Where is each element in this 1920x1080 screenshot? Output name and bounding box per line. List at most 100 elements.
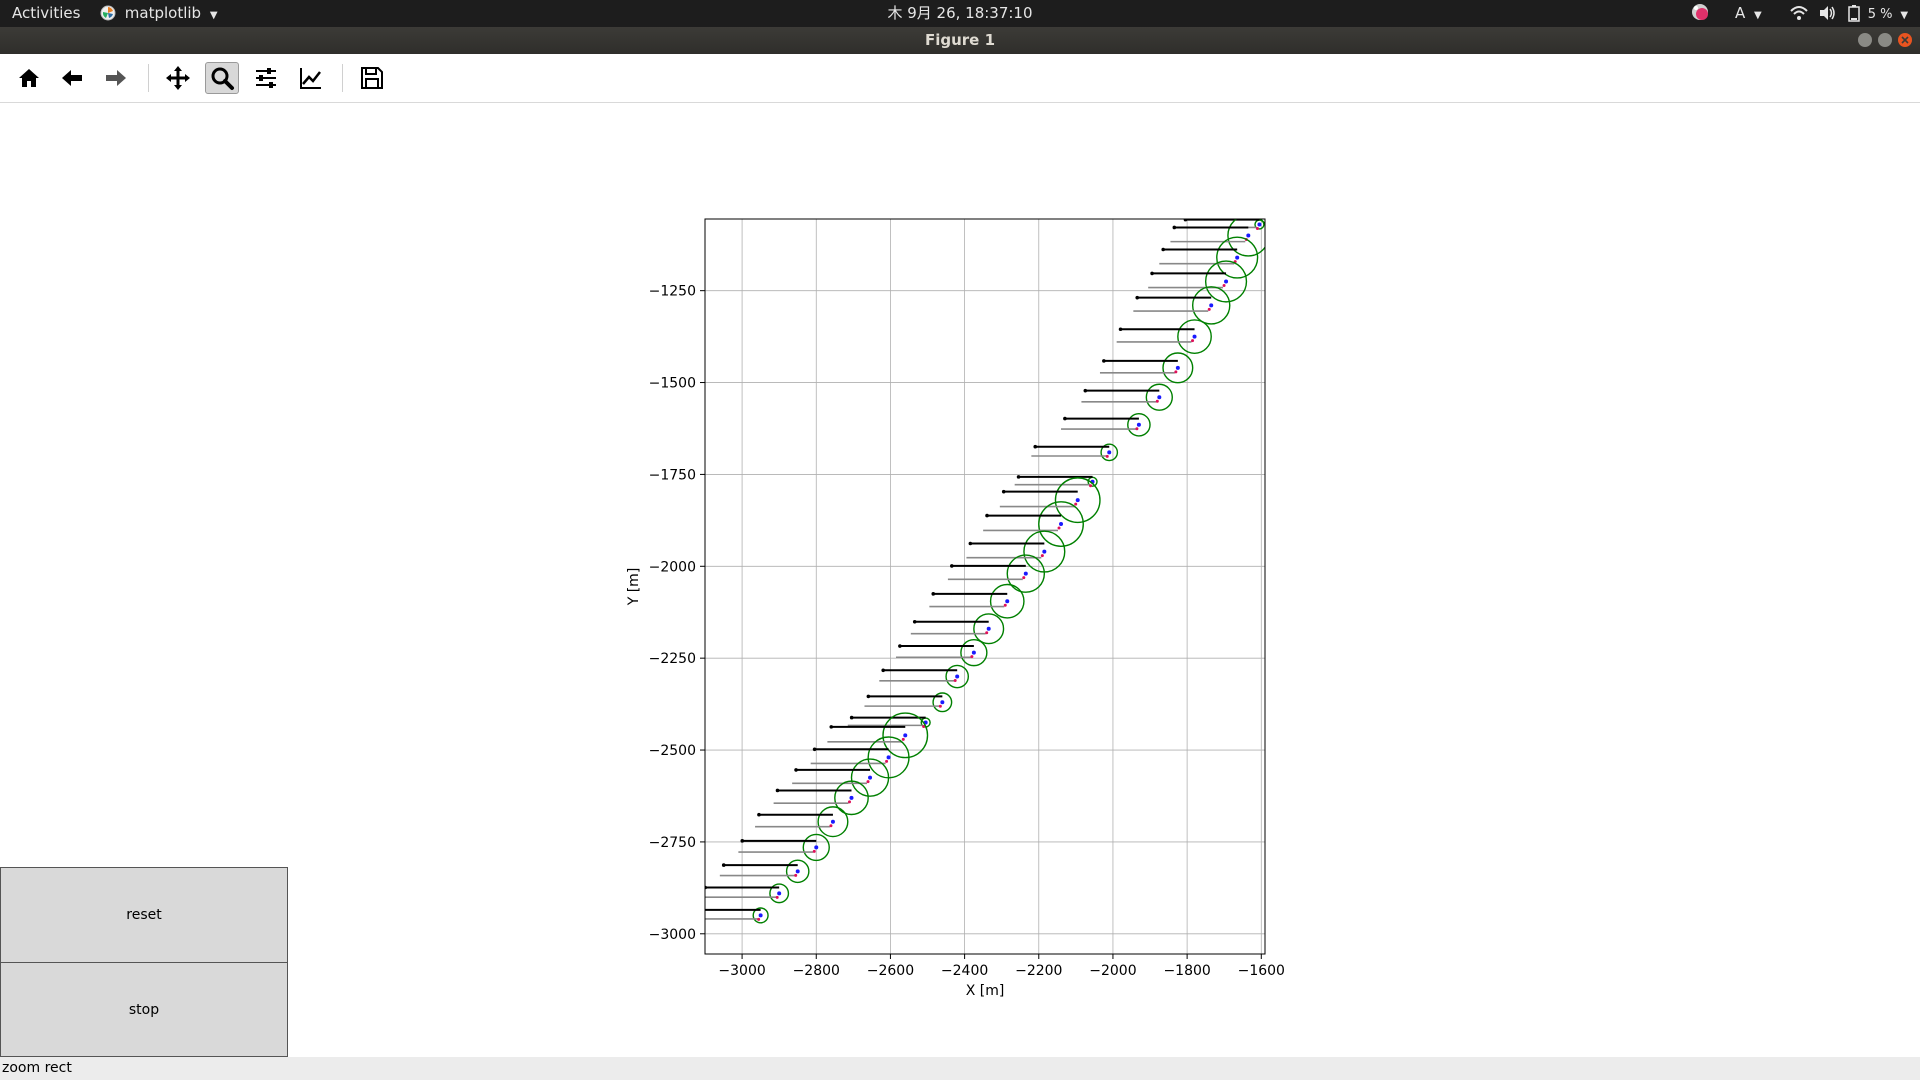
vehicle-point (1246, 233, 1251, 238)
range-circle (1227, 219, 1265, 257)
vehicle-point-secondary (1089, 484, 1093, 488)
vehicle-point-secondary (1135, 427, 1139, 431)
vehicle-point (903, 733, 908, 738)
save-button[interactable] (355, 62, 389, 94)
y-tick-label: −1250 (649, 284, 696, 300)
volume-icon[interactable] (1818, 0, 1836, 27)
vehicle-marker (1031, 443, 1119, 462)
vehicle-marker (1099, 352, 1194, 384)
vehicle-marker (705, 907, 769, 924)
keyboard-indicator[interactable]: A ▼ (1735, 0, 1762, 27)
forward-arrow-icon (106, 70, 126, 86)
vehicle-point (1136, 422, 1141, 427)
y-axis-ticks: −1250 −1500 −1750 −2000 −2250 −2500 −2750 −3000 (649, 284, 705, 943)
window-title-bar[interactable]: Figure 1 (0, 27, 1920, 54)
trajectory-start-point (829, 725, 834, 729)
trajectory-start-point (757, 812, 761, 817)
pan-move-icon (166, 66, 190, 90)
range-circle (1006, 554, 1046, 593)
trajectory-start-point (1135, 295, 1140, 300)
range-circle (817, 806, 849, 838)
maximize-icon[interactable] (1878, 33, 1892, 47)
trajectory-start-point (721, 863, 726, 867)
trajectory-start-point (1063, 416, 1067, 421)
toolbar-separator (342, 64, 343, 92)
vehicle-point-secondary (1255, 227, 1259, 231)
x-axis-label: X [m] (966, 983, 1005, 999)
vehicle-marker (1061, 412, 1151, 437)
vehicle-marker (879, 664, 970, 689)
trajectory-start-point (849, 715, 854, 720)
vehicle-point (1209, 303, 1214, 308)
chevron-down-icon: ▼ (1900, 10, 1909, 21)
y-tick-label: −2750 (649, 835, 696, 851)
range-circle (960, 638, 988, 667)
vehicle-point (955, 674, 960, 679)
vehicle-marker (1148, 260, 1248, 303)
range-circle (1162, 352, 1194, 384)
trajectory-start-point (931, 592, 936, 596)
close-icon[interactable] (1898, 33, 1912, 47)
trajectory-start-point (1150, 271, 1154, 276)
vehicle-point-secondary (901, 737, 905, 741)
vehicle-point (758, 913, 763, 918)
wifi-icon[interactable] (1790, 0, 1808, 27)
app-menu[interactable]: matplotlib ▼ (100, 0, 218, 27)
vehicle-marker (895, 638, 988, 667)
vehicle-point (1023, 571, 1028, 576)
vehicle-point-secondary (1022, 576, 1026, 580)
vehicle-marker (827, 712, 929, 759)
vehicle-point-secondary (1003, 603, 1007, 607)
vehicle-point-secondary (812, 849, 816, 853)
reset-button[interactable]: reset (0, 867, 288, 963)
vehicle-marker (738, 833, 830, 862)
vehicle-point (986, 626, 991, 631)
vehicle-point-secondary (938, 704, 942, 708)
trajectory-plot[interactable]: −3000 −2800 −2600 −2400 −2200 −2000 −1800 −1600… (0, 103, 1920, 1057)
activities-button[interactable]: Activities (12, 4, 81, 22)
vehicle-marker (929, 583, 1025, 619)
trajectory-start-point (812, 747, 817, 752)
vehicle-marker (719, 859, 810, 884)
trajectory-start-point (1102, 359, 1106, 363)
trajectory-start-point (866, 694, 871, 699)
vehicle-marker (1133, 286, 1231, 325)
reset-button-label: reset (126, 907, 162, 923)
x-tick-label: −1600 (1238, 963, 1285, 979)
x-tick-label: −2200 (1015, 963, 1062, 979)
subplots-button[interactable] (249, 62, 283, 94)
vehicle-marker (983, 501, 1084, 547)
vehicle-point-secondary (829, 824, 833, 828)
vehicle-marker (1014, 475, 1098, 488)
y-axis-label: Y [m] (626, 568, 642, 607)
minimize-icon[interactable] (1858, 33, 1872, 47)
x-tick-label: −2600 (867, 963, 914, 979)
axes-frame (704, 218, 1266, 955)
stop-button[interactable]: stop (0, 963, 288, 1057)
home-button[interactable] (12, 62, 46, 94)
y-tick-label: −1750 (649, 467, 696, 483)
home-icon (19, 69, 39, 87)
battery-indicator[interactable]: 5 % ▼ (1848, 0, 1908, 27)
vehicle-point-secondary (1105, 454, 1109, 458)
range-circle (834, 780, 869, 816)
zoom-button[interactable] (205, 62, 239, 94)
range-circle (1177, 319, 1212, 354)
y-tick-label: −2250 (649, 651, 696, 667)
trajectory-start-point (912, 619, 917, 624)
y-tick-label: −3000 (649, 927, 696, 943)
color-picker-icon[interactable] (1690, 0, 1710, 27)
figure-canvas[interactable]: −3000 −2800 −2600 −2400 −2200 −2000 −1800 −1600… (0, 103, 1920, 1057)
clock[interactable]: 木 9月 26, 18:37:10 (887, 4, 1033, 22)
trajectory-start-point (1001, 489, 1006, 494)
back-button[interactable] (55, 62, 89, 94)
vehicle-point-secondary (1155, 399, 1159, 403)
window-title: Figure 1 (924, 31, 996, 49)
vehicle-point (1005, 599, 1010, 604)
pan-button[interactable] (161, 62, 195, 94)
vehicle-point (1224, 279, 1229, 284)
x-tick-label: −3000 (718, 963, 765, 979)
customize-button[interactable] (294, 62, 328, 94)
range-circle (989, 583, 1025, 619)
forward-button[interactable] (99, 62, 133, 94)
